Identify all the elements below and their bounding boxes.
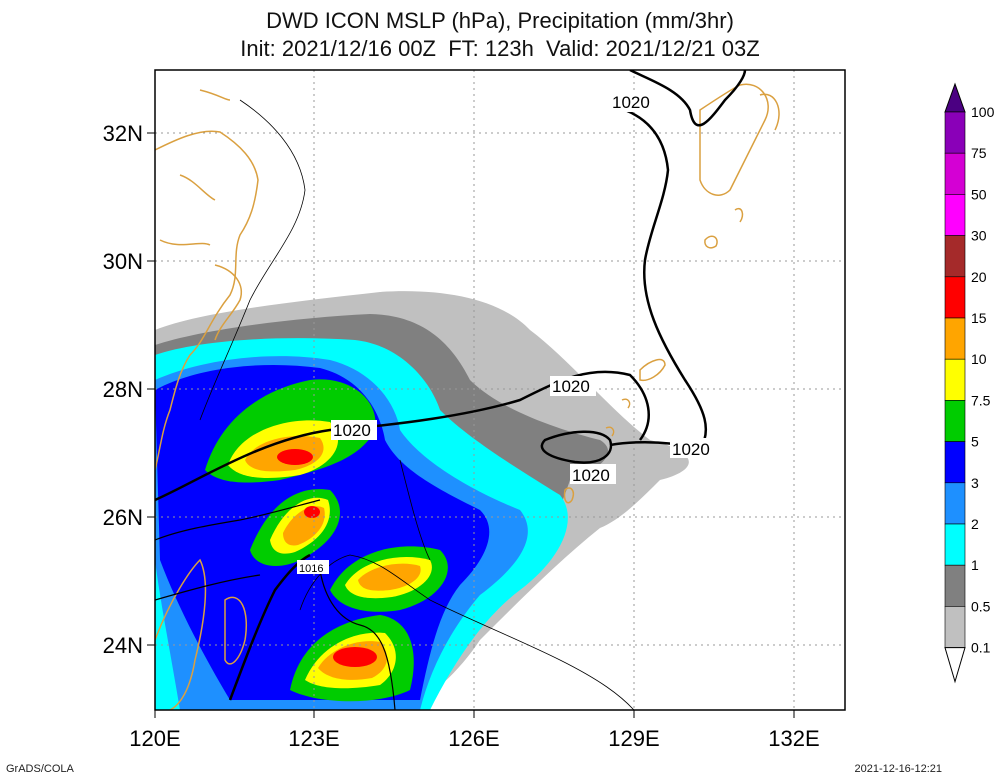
- graticule: [155, 70, 845, 710]
- plot-frame: [154, 69, 846, 711]
- lat-label: 24N: [103, 633, 143, 658]
- axis-ticks: [147, 132, 795, 718]
- colorbar-label: 75: [971, 145, 987, 161]
- map-plot-area: 1020 1020 1020 1020 1020 1016: [155, 70, 845, 710]
- isobar-label-1020: 1020: [572, 466, 610, 485]
- colorbar-label: 30: [971, 228, 987, 244]
- lat-label: 30N: [103, 249, 143, 274]
- colorbar-label: 0.1: [971, 640, 991, 656]
- lon-label: 123E: [288, 726, 339, 751]
- isobar-labels: 1020 1020 1020 1020 1020 1016: [297, 92, 716, 575]
- colorbar-legend: 100 75 50 30 20 15 10 7.5 5 3 2 1 0.5 0.1: [944, 82, 995, 684]
- lat-label: 26N: [103, 505, 143, 530]
- colorbar-swatch: [944, 564, 966, 607]
- precip-15: [277, 449, 377, 667]
- isobar-label-1020: 1020: [552, 377, 590, 396]
- lon-label: 120E: [129, 726, 180, 751]
- colorbar-label: 100: [971, 104, 995, 120]
- colorbar-swatch: [944, 400, 966, 442]
- colorbar-swatch: [944, 606, 966, 648]
- colorbar-arrow-bottom: [944, 647, 966, 684]
- lon-label: 132E: [768, 726, 819, 751]
- lat-label: 28N: [103, 377, 143, 402]
- colorbar-label: 1: [971, 557, 979, 573]
- colorbar-label: 2: [971, 516, 979, 532]
- map-title: DWD ICON MSLP (hPa), Precipitation (mm/3…: [266, 8, 734, 33]
- lat-axis: 32N 30N 28N 26N 24N: [103, 121, 143, 658]
- lon-label: 126E: [448, 726, 499, 751]
- colorbar-swatch: [944, 111, 966, 154]
- isobar-label-1020: 1020: [672, 440, 710, 459]
- colorbar-swatch: [944, 317, 966, 360]
- isobars-thin: [155, 499, 396, 710]
- colorbar-swatch: [944, 523, 966, 566]
- lon-label: 129E: [608, 726, 659, 751]
- colorbar-label: 0.5: [971, 598, 991, 614]
- colorbar-label: 10: [971, 351, 987, 367]
- colorbar-arrow-top: [944, 82, 966, 113]
- map-subtitle: Init: 2021/12/16 00Z FT: 123h Valid: 202…: [240, 36, 760, 61]
- isobar-label-1020: 1020: [333, 421, 371, 440]
- colorbar-swatch: [944, 194, 966, 236]
- colorbar-label: 15: [971, 310, 987, 326]
- footer-credit: GrADS/COLA: [6, 763, 74, 775]
- boundary-lines: [199, 99, 635, 710]
- colorbar-swatch: [944, 152, 966, 195]
- lat-label: 32N: [103, 121, 143, 146]
- colorbar-label: 50: [971, 186, 987, 202]
- colorbar-label: 3: [971, 475, 979, 491]
- isobar-label-1016: 1016: [299, 563, 323, 575]
- colorbar-swatch: [944, 482, 966, 525]
- colorbar-swatch: [944, 276, 966, 319]
- footer-timestamp: 2021-12-16-12:21: [854, 763, 942, 775]
- colorbar-swatch: [944, 358, 966, 401]
- colorbar-label: 5: [971, 434, 979, 450]
- colorbar-label: 7.5: [971, 392, 991, 408]
- isobar-label-1020: 1020: [612, 93, 650, 112]
- colorbar-swatch: [944, 235, 966, 278]
- colorbar-label: 20: [971, 269, 987, 285]
- lon-axis: 120E 123E 126E 129E 132E: [129, 726, 819, 751]
- colorbar-swatch: [944, 441, 966, 484]
- coastlines: [155, 83, 780, 710]
